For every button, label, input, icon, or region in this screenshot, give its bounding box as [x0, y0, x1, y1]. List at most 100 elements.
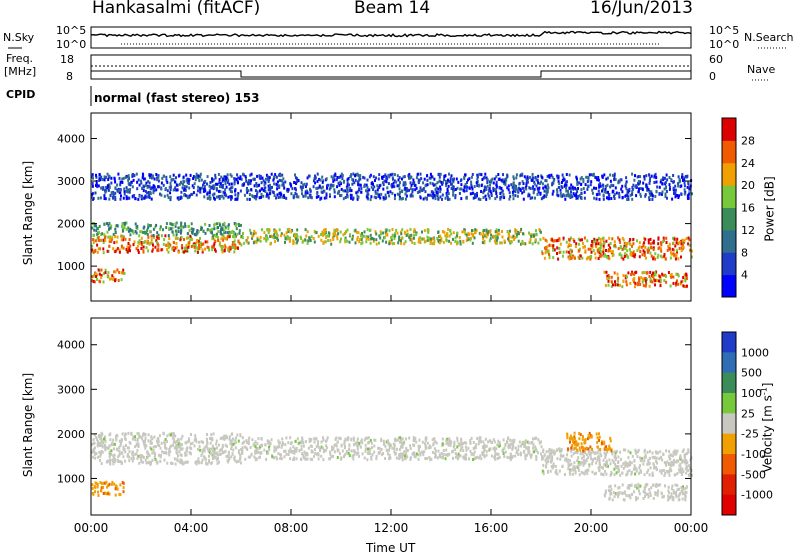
scatter-cell — [635, 270, 638, 274]
scatter-cell — [641, 277, 644, 281]
scatter-cell — [192, 227, 195, 231]
scatter-cell — [550, 448, 553, 452]
scatter-cell — [682, 243, 685, 247]
scatter-cell — [422, 453, 425, 457]
scatter-cell — [350, 449, 353, 453]
scatter-cell — [135, 247, 138, 251]
scatter-cell — [626, 193, 629, 197]
scatter-cell — [125, 197, 128, 201]
scatter-cell — [129, 227, 132, 231]
scatter-cell — [495, 185, 498, 189]
scatter-cell — [346, 187, 349, 190]
scatter-cell — [548, 254, 551, 258]
scatter-cell — [579, 254, 582, 258]
scatter-cell — [95, 482, 98, 486]
scatter-cell — [138, 239, 141, 243]
scatter-cell — [502, 452, 505, 455]
scatter-cell — [112, 193, 115, 197]
scatter-cell — [515, 451, 518, 455]
scatter-cell — [91, 248, 94, 252]
scatter-cell — [268, 228, 271, 232]
scatter-cell — [592, 249, 595, 253]
scatter-cell — [200, 178, 203, 182]
scatter-cell — [229, 247, 232, 251]
scatter-cell — [249, 181, 252, 185]
scatter-cell — [206, 433, 208, 436]
scatter-cell — [649, 270, 652, 274]
scatter-cell — [388, 448, 390, 452]
scatter-cell — [356, 197, 359, 201]
scatter-cell — [227, 458, 230, 462]
scatter-cell — [602, 466, 604, 470]
scatter-cell — [558, 246, 561, 250]
scatter-cell — [238, 177, 241, 181]
scatter-cell — [199, 241, 202, 245]
scatter-cell — [646, 248, 649, 252]
scatter-cell — [295, 195, 298, 199]
scatter-cell — [333, 188, 336, 192]
scatter-cell — [657, 253, 660, 257]
scatter-cell — [577, 468, 580, 472]
scatter-cell — [611, 452, 614, 456]
scatter-cell — [114, 435, 117, 439]
scatter-cell — [552, 239, 555, 243]
scatter-cell — [140, 460, 143, 464]
scatter-cell — [649, 279, 652, 283]
scatter-cell — [122, 229, 125, 232]
scatter-cell — [589, 454, 592, 458]
scatter-cell — [259, 239, 262, 243]
scatter-cell — [664, 257, 667, 261]
scatter-cell — [494, 452, 497, 456]
scatter-cell — [277, 441, 280, 445]
scatter-cell — [393, 242, 396, 245]
scatter-cell — [457, 452, 460, 456]
scatter-cell — [278, 178, 281, 182]
scatter-cell — [628, 247, 631, 251]
scatter-cell — [639, 175, 642, 179]
scatter-cell — [106, 184, 109, 188]
scatter-cell — [287, 188, 290, 192]
scatter-cell — [528, 446, 530, 450]
scatter-cell — [532, 443, 535, 447]
scatter-cell — [486, 233, 489, 237]
scatter-cell — [304, 238, 307, 242]
scatter-cell — [617, 247, 620, 251]
scatter-cell — [526, 440, 529, 444]
scatter-cell — [317, 234, 320, 238]
scatter-cell — [369, 228, 372, 232]
scatter-cell — [233, 177, 236, 181]
scatter-cell — [613, 197, 616, 200]
scatter-cell — [676, 449, 679, 453]
scatter-cell — [409, 175, 412, 179]
scatter-cell — [559, 242, 562, 246]
scatter-cell — [344, 196, 347, 199]
scatter-cell — [385, 448, 388, 452]
scatter-cell — [125, 186, 128, 190]
scatter-cell — [168, 453, 171, 457]
scatter-cell — [635, 469, 638, 473]
scatter-cell — [420, 237, 423, 241]
scatter-cell — [219, 223, 221, 227]
scatter-cell — [599, 452, 602, 456]
scatter-cell — [350, 437, 353, 441]
scatter-cell — [359, 183, 362, 187]
scatter-cell — [144, 194, 147, 198]
scatter-cell — [660, 471, 663, 475]
scatter-cell — [684, 279, 687, 283]
scatter-cell — [94, 239, 97, 243]
scatter-cell — [627, 271, 630, 275]
scatter-cell — [379, 230, 382, 234]
scatter-cell — [494, 457, 497, 461]
scatter-cell — [590, 245, 593, 249]
scatter-cell — [222, 196, 225, 200]
scatter-cell — [114, 235, 117, 239]
scatter-cell — [157, 233, 160, 237]
scatter-cell — [151, 186, 154, 190]
scatter-cell — [470, 183, 473, 187]
scatter-cell — [264, 237, 267, 241]
scatter-cell — [440, 455, 443, 459]
scatter-cell — [333, 178, 336, 182]
scatter-cell — [108, 221, 111, 225]
scatter-cell — [159, 460, 162, 463]
scatter-cell — [305, 234, 308, 238]
